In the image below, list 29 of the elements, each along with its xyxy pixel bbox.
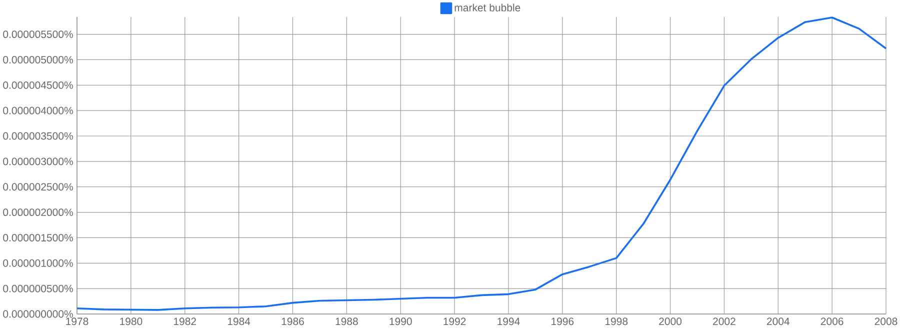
x-tick-label: 2006 — [820, 318, 844, 326]
x-tick-label: 1984 — [228, 318, 250, 326]
legend-label: market bubble — [454, 4, 520, 12]
x-tick-label: 2004 — [766, 318, 790, 326]
y-tick-label: 0.000002500% — [3, 183, 73, 191]
x-tick-label: 1998 — [605, 318, 628, 326]
x-tick-label: 1990 — [390, 318, 412, 326]
y-tick-label: 0.000000500% — [3, 284, 73, 292]
y-tick-label: 0.000001500% — [3, 234, 73, 242]
y-tick-label: 0.000005500% — [3, 30, 73, 38]
y-tick-label: 0.000003500% — [3, 132, 73, 140]
x-tick-label: 2002 — [713, 318, 736, 326]
x-tick-label: 1994 — [498, 318, 520, 326]
x-tick-label: 1992 — [444, 318, 466, 326]
x-tick-label: 1986 — [282, 318, 304, 326]
x-tick-label: 2000 — [659, 318, 682, 326]
y-tick-label: 0.000004000% — [3, 106, 73, 114]
y-tick-label: 0.000005000% — [3, 56, 73, 64]
x-tick-label: 1996 — [552, 318, 574, 326]
y-tick-label: 0.000000000% — [3, 310, 73, 318]
x-tick-label: 1978 — [66, 318, 88, 326]
y-tick-label: 0.000003000% — [3, 158, 73, 166]
x-tick-label: 1988 — [336, 318, 358, 326]
y-tick-label: 0.000001000% — [3, 259, 73, 267]
x-tick-label: 2008 — [874, 318, 898, 326]
y-tick-label: 0.000004500% — [3, 81, 73, 89]
x-tick-label: 1980 — [120, 318, 142, 326]
x-tick-label: 1982 — [174, 318, 196, 326]
y-tick-label: 0.000002000% — [3, 208, 73, 216]
